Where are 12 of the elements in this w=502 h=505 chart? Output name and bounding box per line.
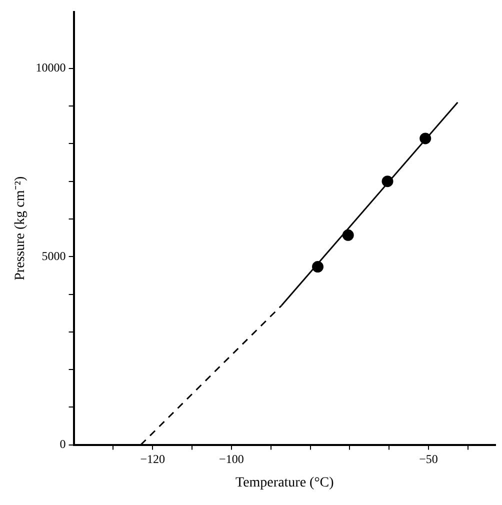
x-tick-label: −120 [140,452,166,466]
y-tick-label: 0 [60,436,66,451]
x-axis-title: Temperature (°C) [236,475,334,490]
x-tick-label: −50 [419,452,438,466]
point [312,261,324,273]
y-axis-title: Pressure (kg cm⁻²) [13,176,28,280]
x-tick-label: −100 [219,452,244,466]
point [420,132,432,144]
point [342,229,354,241]
y-tick-label: 10000 [36,60,66,75]
point [382,176,394,188]
y-tick-label: 5000 [42,248,66,263]
